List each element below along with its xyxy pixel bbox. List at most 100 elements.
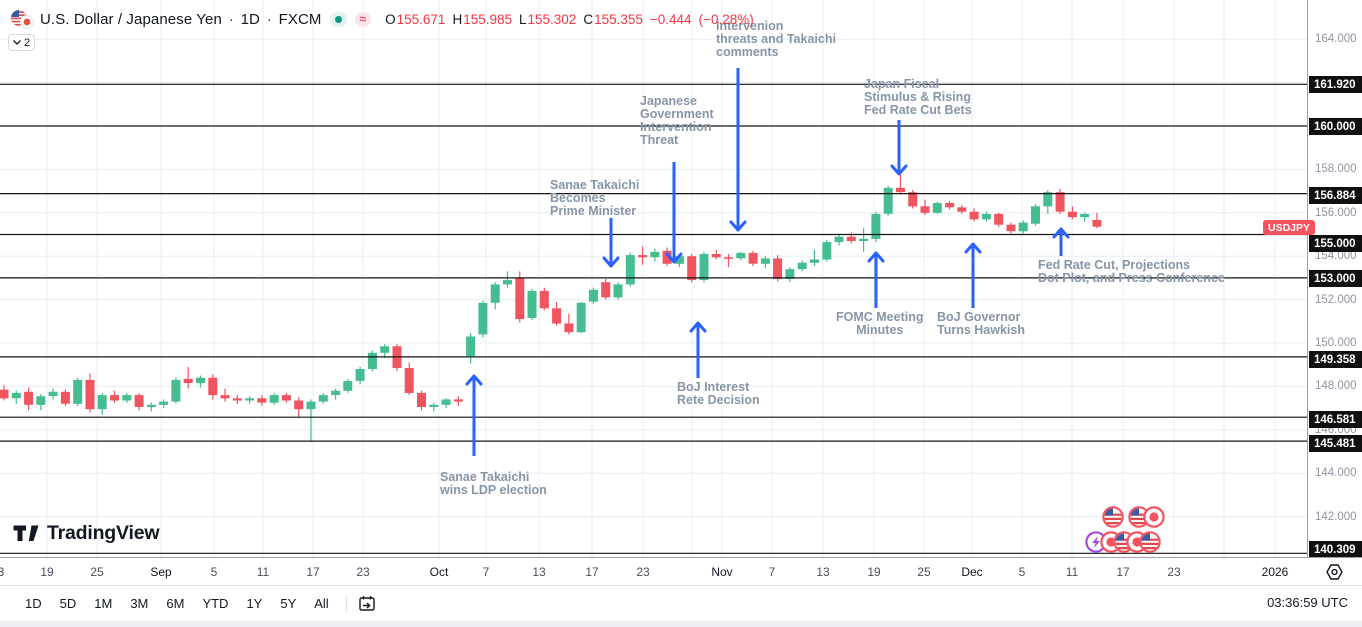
chart-plot-area[interactable]: Sanae Takaichi wins LDP election BoJ Inter… [0, 0, 1307, 557]
economic-event-bolt-icon[interactable] [1085, 531, 1107, 553]
candle[interactable] [48, 391, 58, 397]
candle[interactable] [883, 187, 893, 214]
candle[interactable] [183, 378, 193, 384]
candle[interactable] [920, 206, 930, 213]
candle[interactable] [895, 187, 905, 193]
candle[interactable] [650, 251, 660, 258]
candle[interactable] [674, 256, 684, 264]
candle[interactable] [294, 400, 304, 410]
candle[interactable] [441, 399, 451, 405]
japan-flag-event-icon[interactable] [1143, 506, 1165, 528]
candle[interactable] [859, 238, 869, 241]
candle[interactable] [0, 389, 9, 399]
indicators-collapse-button[interactable]: 2 [8, 34, 36, 51]
candle[interactable] [981, 213, 991, 220]
candle[interactable] [834, 236, 844, 243]
candle[interactable] [638, 255, 648, 258]
candle[interactable] [73, 379, 83, 404]
market-status-icon[interactable] [329, 11, 347, 27]
candle[interactable] [699, 254, 709, 280]
candle[interactable] [24, 391, 34, 405]
symbol-title[interactable]: U.S. Dollar / Japanese Yen [40, 10, 222, 28]
range-button-1y[interactable]: 1Y [246, 596, 263, 611]
candle[interactable] [773, 258, 783, 279]
candle[interactable] [601, 282, 611, 298]
approximate-data-icon[interactable]: ≈ [354, 11, 372, 27]
us-flag-event-icon[interactable] [1128, 506, 1150, 528]
candle[interactable] [171, 379, 181, 402]
range-button-all[interactable]: All [314, 596, 329, 611]
candle[interactable] [503, 280, 512, 285]
candle[interactable] [257, 398, 267, 403]
candle[interactable] [85, 379, 95, 410]
us-flag-event-icon[interactable] [1102, 506, 1124, 528]
candle[interactable] [539, 290, 549, 309]
candle[interactable] [994, 213, 1004, 225]
candle[interactable] [822, 242, 832, 260]
candle[interactable] [331, 390, 341, 395]
annotation-text-boj-rate-decision[interactable]: BoJ Interest Rete Decision [677, 380, 760, 407]
candle[interactable] [969, 211, 979, 220]
range-button-5y[interactable]: 5Y [280, 596, 297, 611]
candle[interactable] [576, 302, 586, 333]
candle[interactable] [564, 323, 574, 333]
annotation-text-sanae-pm[interactable]: Sanae Takaichi Becomes Prime Minister [550, 178, 640, 218]
candle[interactable] [429, 404, 439, 407]
candle[interactable] [453, 399, 463, 402]
go-to-date-icon[interactable] [357, 594, 377, 614]
candle[interactable] [957, 207, 967, 212]
candle[interactable] [245, 398, 255, 401]
annotation-text-intervention-threats[interactable]: Intervenion threats and Takaichi comments [716, 19, 836, 59]
candle[interactable] [355, 369, 365, 381]
candle[interactable] [11, 392, 21, 399]
candle[interactable] [97, 395, 107, 410]
candle[interactable] [613, 284, 623, 298]
annotation-text-sanae-ldp[interactable]: Sanae Takaichi wins LDP election [440, 470, 547, 497]
candle[interactable] [711, 254, 721, 258]
candle[interactable] [945, 203, 955, 208]
candle[interactable] [159, 401, 169, 405]
candle[interactable] [196, 377, 205, 384]
candle[interactable] [146, 404, 156, 407]
tradingview-logo[interactable]: TradingView [13, 522, 160, 545]
candle[interactable] [908, 192, 918, 207]
candle[interactable] [134, 395, 144, 407]
candle[interactable] [515, 277, 525, 320]
candle[interactable] [466, 336, 476, 357]
candle[interactable] [281, 395, 291, 401]
time-axis[interactable]: 3 19 25 Sep 5 11 17 23 Oct 7 13 17 23 Nov 7 13 19 25 Dec 5 1… [0, 557, 1307, 585]
candle[interactable] [687, 256, 697, 281]
interval-label[interactable]: 1D [240, 10, 260, 28]
candle[interactable] [797, 262, 807, 270]
exchange-label[interactable]: FXCM [278, 10, 322, 28]
candle[interactable] [343, 381, 353, 391]
candlestick-chart[interactable] [0, 0, 1307, 557]
candle[interactable] [932, 203, 942, 213]
candle[interactable] [490, 284, 500, 303]
candle[interactable] [871, 213, 881, 239]
candle[interactable] [724, 257, 733, 259]
range-button-6m[interactable]: 6M [166, 596, 185, 611]
candle[interactable] [1055, 192, 1065, 212]
candle[interactable] [1031, 206, 1040, 224]
candle[interactable] [748, 252, 758, 264]
candle[interactable] [625, 255, 635, 285]
range-button-5d[interactable]: 5D [59, 596, 77, 611]
gear-icon[interactable] [1325, 563, 1344, 581]
candle[interactable] [1043, 192, 1053, 207]
symbol-price-badge[interactable]: USDJPY [1263, 220, 1316, 235]
annotation-text-fed-rate-cut[interactable]: Fed Rate Cut, Projections Dot Plot, and P… [1038, 258, 1225, 285]
candle[interactable] [662, 250, 672, 264]
candle[interactable] [232, 398, 242, 401]
candle[interactable] [306, 401, 316, 410]
candle[interactable] [846, 236, 856, 241]
candle[interactable] [736, 252, 746, 259]
annotation-text-fomc-minutes[interactable]: FOMC Meeting Minutes [836, 310, 924, 337]
range-button-1m[interactable]: 1M [94, 596, 113, 611]
candle[interactable] [552, 308, 562, 324]
candle[interactable] [269, 395, 279, 403]
us-flag-event-icon[interactable] [1139, 531, 1161, 553]
annotation-text-boj-hawkish[interactable]: BoJ Governor Turns Hawkish [937, 310, 1025, 337]
candle[interactable] [785, 269, 795, 279]
annotation-text-jp-fiscal[interactable]: Japan Fiscal Stimulus & Rising Fed Rate Cu… [864, 77, 972, 117]
